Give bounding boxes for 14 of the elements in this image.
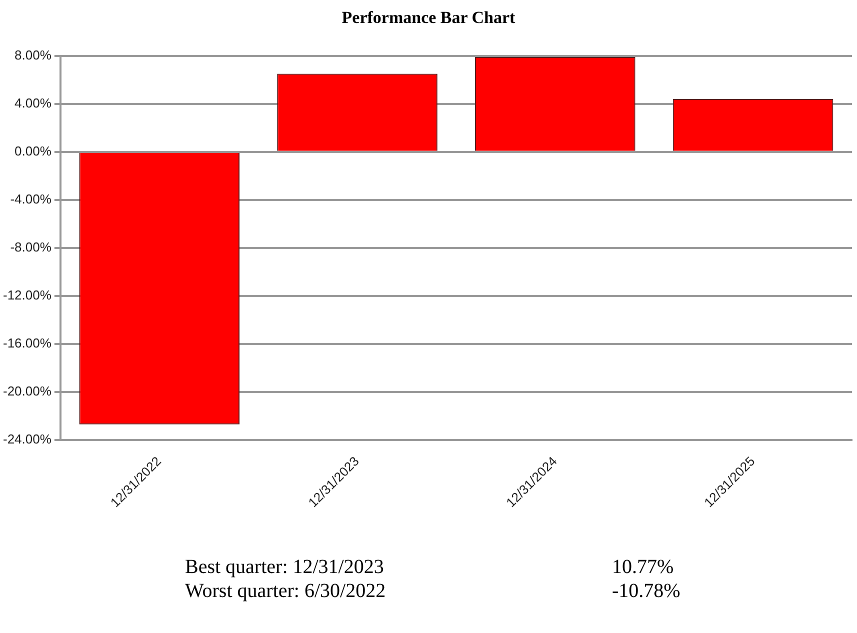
text: -10.78% — [612, 579, 682, 603]
y-tick-label: 8.00% — [14, 47, 52, 62]
y-tick-label: -12.00% — [3, 287, 52, 302]
y-tick-label: -24.00% — [3, 432, 52, 447]
text: 10.77% — [612, 555, 675, 579]
y-tick-label: -16.00% — [3, 336, 52, 350]
text: Worst quarter: 6/30/2022 — [185, 579, 387, 603]
y-tick-label: 0.00% — [14, 143, 52, 158]
y-tick-label: -20.00% — [3, 384, 52, 399]
y-tick-label: 4.00% — [14, 95, 52, 110]
y-tick-label: -4.00% — [10, 191, 52, 206]
chart-title: Performance Bar Chart — [340, 8, 516, 28]
y-tick-label: -8.00% — [10, 239, 52, 254]
text: Best quarter: 12/31/2023 — [185, 555, 385, 579]
